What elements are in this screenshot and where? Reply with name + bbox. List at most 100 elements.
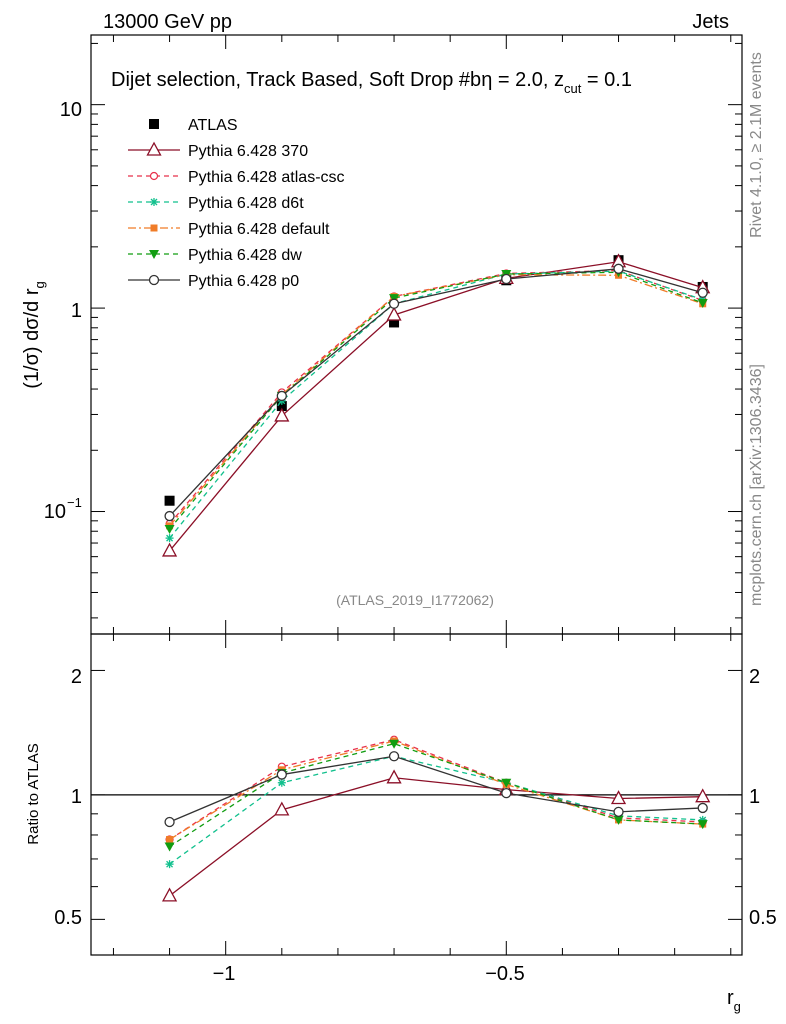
- ratio-series-point-0: [695, 788, 711, 803]
- ratio-series-line-0: [169, 777, 703, 897]
- main-axis-ticks: [91, 35, 742, 634]
- main-series-point-5: [389, 294, 400, 304]
- ratio-ytick-0p5-right: 0.5: [749, 907, 777, 929]
- ratio-series-line-5: [169, 755, 703, 823]
- main-series-point-5: [697, 298, 708, 308]
- legend-item-6: Pythia 6.428 p0: [128, 273, 299, 290]
- ratio-series-point-0: [386, 769, 402, 784]
- main-series-line-1: [169, 261, 703, 552]
- ratio-series-3: [166, 737, 707, 844]
- analysis-id-label: (ATLAS_2019_I1772062): [336, 592, 494, 608]
- plot-title-end: = 0.1: [581, 69, 632, 91]
- main-series-5: [164, 268, 708, 535]
- ratio-series-point-4: [389, 739, 400, 749]
- ratio-ytick-2-right: 2: [749, 666, 760, 688]
- main-y-axis-label: (1/σ) dσ/d rg: [21, 281, 47, 389]
- legend-label: ATLAS: [188, 117, 238, 134]
- ratio-series-line-4: [169, 743, 703, 848]
- main-ytick-0p1-base: 10: [44, 501, 66, 523]
- main-series-2: [165, 266, 707, 528]
- x-axis-label-text: r: [727, 987, 734, 1009]
- ratio-series-line-3: [169, 740, 703, 841]
- ratio-series-point-0: [274, 801, 290, 816]
- header-right-label: Jets: [692, 11, 729, 33]
- main-series-point-6: [276, 390, 287, 402]
- plot-title-main: Dijet selection, Track Based, Soft Drop …: [111, 69, 481, 91]
- legend-marker: [149, 171, 159, 181]
- ratio-series-point-5: [697, 802, 708, 814]
- main-data-point: [389, 317, 400, 328]
- legend-marker: [150, 224, 158, 232]
- legend-item-5: Pythia 6.428 dw: [128, 247, 302, 264]
- ratio-series-point-5: [164, 816, 175, 828]
- plot-title-sub: cut: [564, 81, 582, 96]
- legend: ATLAS Pythia 6.428 370 Pythia 6.428 atlas-…: [128, 117, 345, 290]
- ratio-series-point-2: [165, 860, 174, 869]
- main-series-point-3: [165, 534, 174, 543]
- legend-item-1: Pythia 6.428 370: [128, 141, 308, 160]
- ratio-series-group: [161, 735, 711, 902]
- main-series-point-1: [274, 407, 290, 422]
- legend-marker: [148, 274, 160, 286]
- plot-title-eta: η = 2.0, z: [481, 69, 564, 91]
- ratio-series-point-5: [613, 806, 624, 817]
- xtick-minus1: −1: [213, 963, 236, 985]
- ratio-ytick-0p5-left: 0.5: [54, 907, 82, 929]
- legend-label: Pythia 6.428 p0: [188, 273, 299, 290]
- main-y-label-sub: g: [32, 281, 47, 288]
- legend-marker: [146, 141, 162, 156]
- main-series-point-5: [164, 525, 175, 535]
- legend-label: Pythia 6.428 370: [188, 143, 308, 160]
- main-series-point-6: [697, 287, 708, 298]
- main-series-point-6: [164, 510, 175, 522]
- main-series-line-5: [169, 271, 703, 530]
- legend-label: Pythia 6.428 d6t: [188, 195, 304, 212]
- ratio-series-line-1: [169, 739, 703, 841]
- main-series-line-6: [169, 268, 703, 517]
- main-ytick-1: 1: [71, 300, 82, 322]
- main-series-point-1: [386, 306, 402, 321]
- ratio-series-point-4: [613, 815, 624, 825]
- legend-item-2: Pythia 6.428 atlas-csc: [128, 169, 345, 186]
- x-axis-label: rg: [727, 987, 741, 1014]
- ratio-series-4: [164, 739, 708, 852]
- main-series-point-1: [161, 542, 178, 557]
- main-series-line-3: [169, 270, 703, 539]
- main-ytick-10: 10: [60, 99, 82, 121]
- xtick-minus0p5: −0.5: [485, 963, 524, 985]
- main-series-line-2: [169, 269, 703, 525]
- ratio-series-point-5: [501, 787, 512, 799]
- main-ytick-0p1: 10: [44, 501, 66, 523]
- legend-marker: [150, 198, 158, 206]
- legend-label: Pythia 6.428 dw: [188, 247, 302, 264]
- ratio-series-point-3: [166, 836, 174, 844]
- mcplots-label: mcplots.cern.ch [arXiv:1306.3436]: [748, 364, 765, 606]
- main-series-3: [165, 267, 707, 543]
- ratio-series-5: [164, 751, 708, 828]
- main-series-1: [161, 253, 711, 557]
- ratio-series-point-2: [277, 778, 286, 787]
- legend-item-4: Pythia 6.428 default: [128, 221, 330, 238]
- ratio-series-point-4: [164, 842, 175, 852]
- rivet-label: Rivet 4.1.0, ≥ 2.1M events: [748, 52, 765, 238]
- legend-item-3: Pythia 6.428 d6t: [128, 195, 304, 212]
- main-series-point-6: [388, 298, 400, 309]
- ratio-ytick-1-left: 1: [71, 786, 82, 808]
- x-axis-label-sub: g: [734, 999, 741, 1014]
- ratio-series-point-5: [276, 769, 287, 780]
- main-series-6: [164, 263, 708, 522]
- main-data-point: [276, 401, 287, 412]
- svg-text:(1/σ) dσ/d rg: (1/σ) dσ/d rg: [21, 281, 47, 389]
- main-y-label-text: (1/σ) dσ/d r: [21, 288, 43, 389]
- main-series-line-4: [169, 274, 703, 527]
- main-data-point: [164, 495, 175, 506]
- ratio-ytick-2-left: 2: [71, 666, 82, 688]
- ratio-ytick-1-right: 1: [749, 786, 760, 808]
- ratio-series-point-4: [501, 778, 512, 788]
- ratio-series-point-4: [697, 820, 708, 830]
- legend-label: Pythia 6.428 atlas-csc: [188, 169, 345, 186]
- main-series-point-6: [501, 273, 512, 285]
- main-ytick-0p1-exp: −1: [67, 495, 82, 510]
- ratio-y-axis-label: Ratio to ATLAS: [25, 743, 42, 844]
- main-series-group: [161, 253, 711, 557]
